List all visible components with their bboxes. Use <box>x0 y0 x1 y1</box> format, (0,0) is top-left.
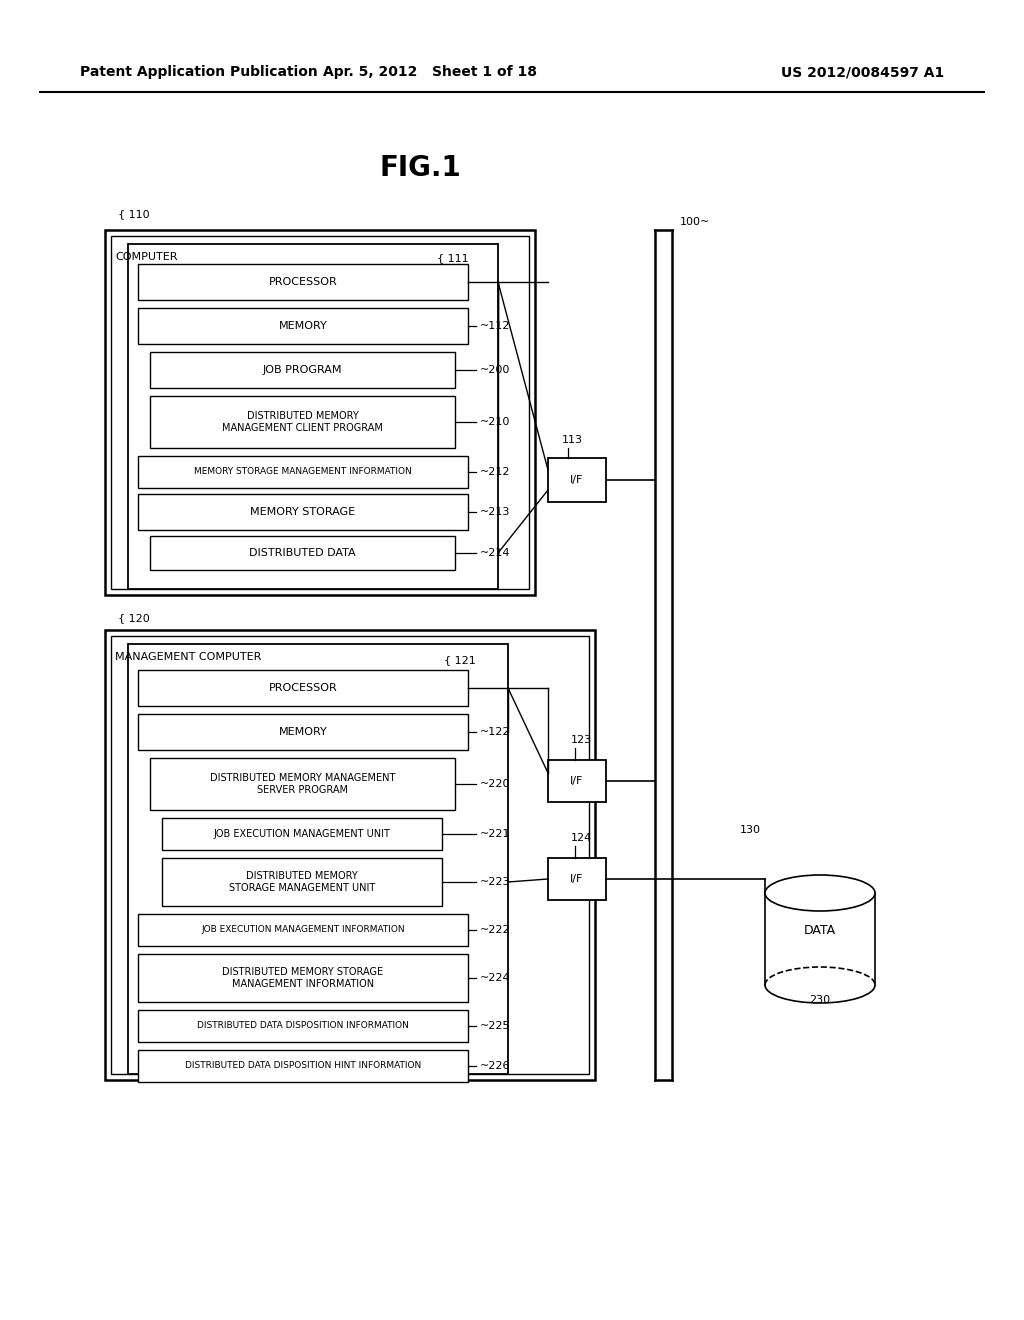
Text: I/F: I/F <box>570 874 584 884</box>
Text: 230: 230 <box>809 995 830 1005</box>
Text: ~221: ~221 <box>480 829 511 840</box>
Text: ~225: ~225 <box>480 1020 511 1031</box>
Text: DISTRIBUTED DATA DISPOSITION HINT INFORMATION: DISTRIBUTED DATA DISPOSITION HINT INFORM… <box>185 1061 421 1071</box>
Bar <box>128 244 498 589</box>
Text: ~222: ~222 <box>480 925 511 935</box>
Bar <box>105 230 535 595</box>
Bar <box>138 714 468 750</box>
Bar <box>138 1010 468 1041</box>
Text: ~223: ~223 <box>480 876 511 887</box>
Text: 100~: 100~ <box>680 216 711 227</box>
Bar <box>138 455 468 488</box>
Text: DISTRIBUTED MEMORY MANAGEMENT
SERVER PROGRAM: DISTRIBUTED MEMORY MANAGEMENT SERVER PRO… <box>210 774 395 795</box>
Text: MEMORY: MEMORY <box>279 727 328 737</box>
Bar <box>138 671 468 706</box>
Text: 124: 124 <box>571 833 592 843</box>
Text: ~210: ~210 <box>480 417 510 426</box>
Text: ~226: ~226 <box>480 1061 511 1071</box>
Text: ~224: ~224 <box>480 973 511 983</box>
Text: DISTRIBUTED MEMORY STORAGE
MANAGEMENT INFORMATION: DISTRIBUTED MEMORY STORAGE MANAGEMENT IN… <box>222 968 384 989</box>
Text: { 110: { 110 <box>118 209 150 219</box>
Text: MEMORY STORAGE MANAGEMENT INFORMATION: MEMORY STORAGE MANAGEMENT INFORMATION <box>195 467 412 477</box>
Text: { 120: { 120 <box>118 612 150 623</box>
Bar <box>548 858 606 900</box>
Text: { 111: { 111 <box>437 253 469 263</box>
Bar <box>162 858 442 906</box>
Text: MANAGEMENT COMPUTER: MANAGEMENT COMPUTER <box>115 652 261 663</box>
Text: MEMORY STORAGE: MEMORY STORAGE <box>251 507 355 517</box>
Text: PROCESSOR: PROCESSOR <box>268 277 337 286</box>
Bar <box>138 913 468 946</box>
Text: 130: 130 <box>740 825 761 836</box>
Text: JOB EXECUTION MANAGEMENT INFORMATION: JOB EXECUTION MANAGEMENT INFORMATION <box>201 925 404 935</box>
Bar <box>138 954 468 1002</box>
Text: DISTRIBUTED DATA: DISTRIBUTED DATA <box>249 548 355 558</box>
Bar <box>138 1049 468 1082</box>
Text: DISTRIBUTED MEMORY
STORAGE MANAGEMENT UNIT: DISTRIBUTED MEMORY STORAGE MANAGEMENT UN… <box>229 871 375 892</box>
Text: 123: 123 <box>571 735 592 744</box>
Bar <box>128 644 508 1074</box>
Bar <box>138 494 468 531</box>
Text: ~200: ~200 <box>480 366 510 375</box>
Bar <box>150 536 455 570</box>
Text: DISTRIBUTED DATA DISPOSITION INFORMATION: DISTRIBUTED DATA DISPOSITION INFORMATION <box>197 1022 409 1031</box>
Text: ~214: ~214 <box>480 548 511 558</box>
Text: PROCESSOR: PROCESSOR <box>268 682 337 693</box>
Text: DATA: DATA <box>804 924 836 936</box>
Text: JOB EXECUTION MANAGEMENT UNIT: JOB EXECUTION MANAGEMENT UNIT <box>214 829 390 840</box>
Bar <box>150 352 455 388</box>
Text: 113: 113 <box>562 436 583 445</box>
Text: I/F: I/F <box>570 475 584 484</box>
Text: COMPUTER: COMPUTER <box>115 252 177 261</box>
Text: ~212: ~212 <box>480 467 511 477</box>
Bar <box>150 758 455 810</box>
Bar <box>150 396 455 447</box>
Ellipse shape <box>765 875 874 911</box>
Bar <box>111 636 589 1074</box>
Text: I/F: I/F <box>570 776 584 785</box>
Text: JOB PROGRAM: JOB PROGRAM <box>263 366 342 375</box>
Bar <box>138 264 468 300</box>
Bar <box>548 760 606 803</box>
Text: ~112: ~112 <box>480 321 510 331</box>
Text: Patent Application Publication: Patent Application Publication <box>80 65 317 79</box>
Text: MEMORY: MEMORY <box>279 321 328 331</box>
Bar <box>138 308 468 345</box>
Text: Apr. 5, 2012   Sheet 1 of 18: Apr. 5, 2012 Sheet 1 of 18 <box>323 65 537 79</box>
Text: { 121: { 121 <box>444 655 476 665</box>
Text: ~122: ~122 <box>480 727 511 737</box>
Bar <box>548 458 606 502</box>
Text: ~220: ~220 <box>480 779 511 789</box>
Text: FIG.1: FIG.1 <box>379 154 461 182</box>
Bar <box>162 818 442 850</box>
Text: ~213: ~213 <box>480 507 510 517</box>
Text: US 2012/0084597 A1: US 2012/0084597 A1 <box>780 65 944 79</box>
Bar <box>105 630 595 1080</box>
Bar <box>111 236 529 589</box>
Text: DISTRIBUTED MEMORY
MANAGEMENT CLIENT PROGRAM: DISTRIBUTED MEMORY MANAGEMENT CLIENT PRO… <box>222 412 383 433</box>
